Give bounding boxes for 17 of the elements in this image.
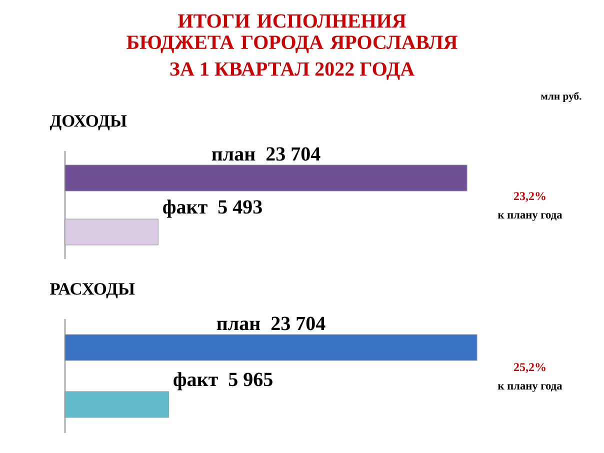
data-label: 23 704 bbox=[271, 316, 326, 330]
text: млн руб. bbox=[540, 92, 582, 102]
data-label: 5 493 bbox=[218, 200, 262, 214]
y-tick-label: факт bbox=[174, 372, 218, 390]
y-tick-label: план bbox=[216, 320, 260, 330]
data-label: 23 704 bbox=[266, 147, 320, 161]
text: к плану года bbox=[498, 384, 562, 392]
text: к плану года bbox=[498, 213, 562, 221]
text: ИТОГИ ИСПОЛНЕНИЯ БЮДЖЕТА ГОРОДА ЯРОСЛАВЛЯ bbox=[126, 14, 458, 54]
y-tick-label: факт bbox=[163, 200, 208, 218]
text: 25,2% bbox=[514, 363, 546, 373]
data-label: 5 965 bbox=[228, 372, 272, 386]
chart-title: ДОХОДЫ bbox=[50, 115, 127, 130]
text: 23,2% bbox=[514, 192, 546, 202]
text: ЗА 1 КВАРТАЛ 2022 ГОДА bbox=[170, 62, 414, 80]
chart-title: РАСХОДЫ bbox=[50, 283, 135, 298]
y-tick-label: план bbox=[212, 151, 256, 161]
